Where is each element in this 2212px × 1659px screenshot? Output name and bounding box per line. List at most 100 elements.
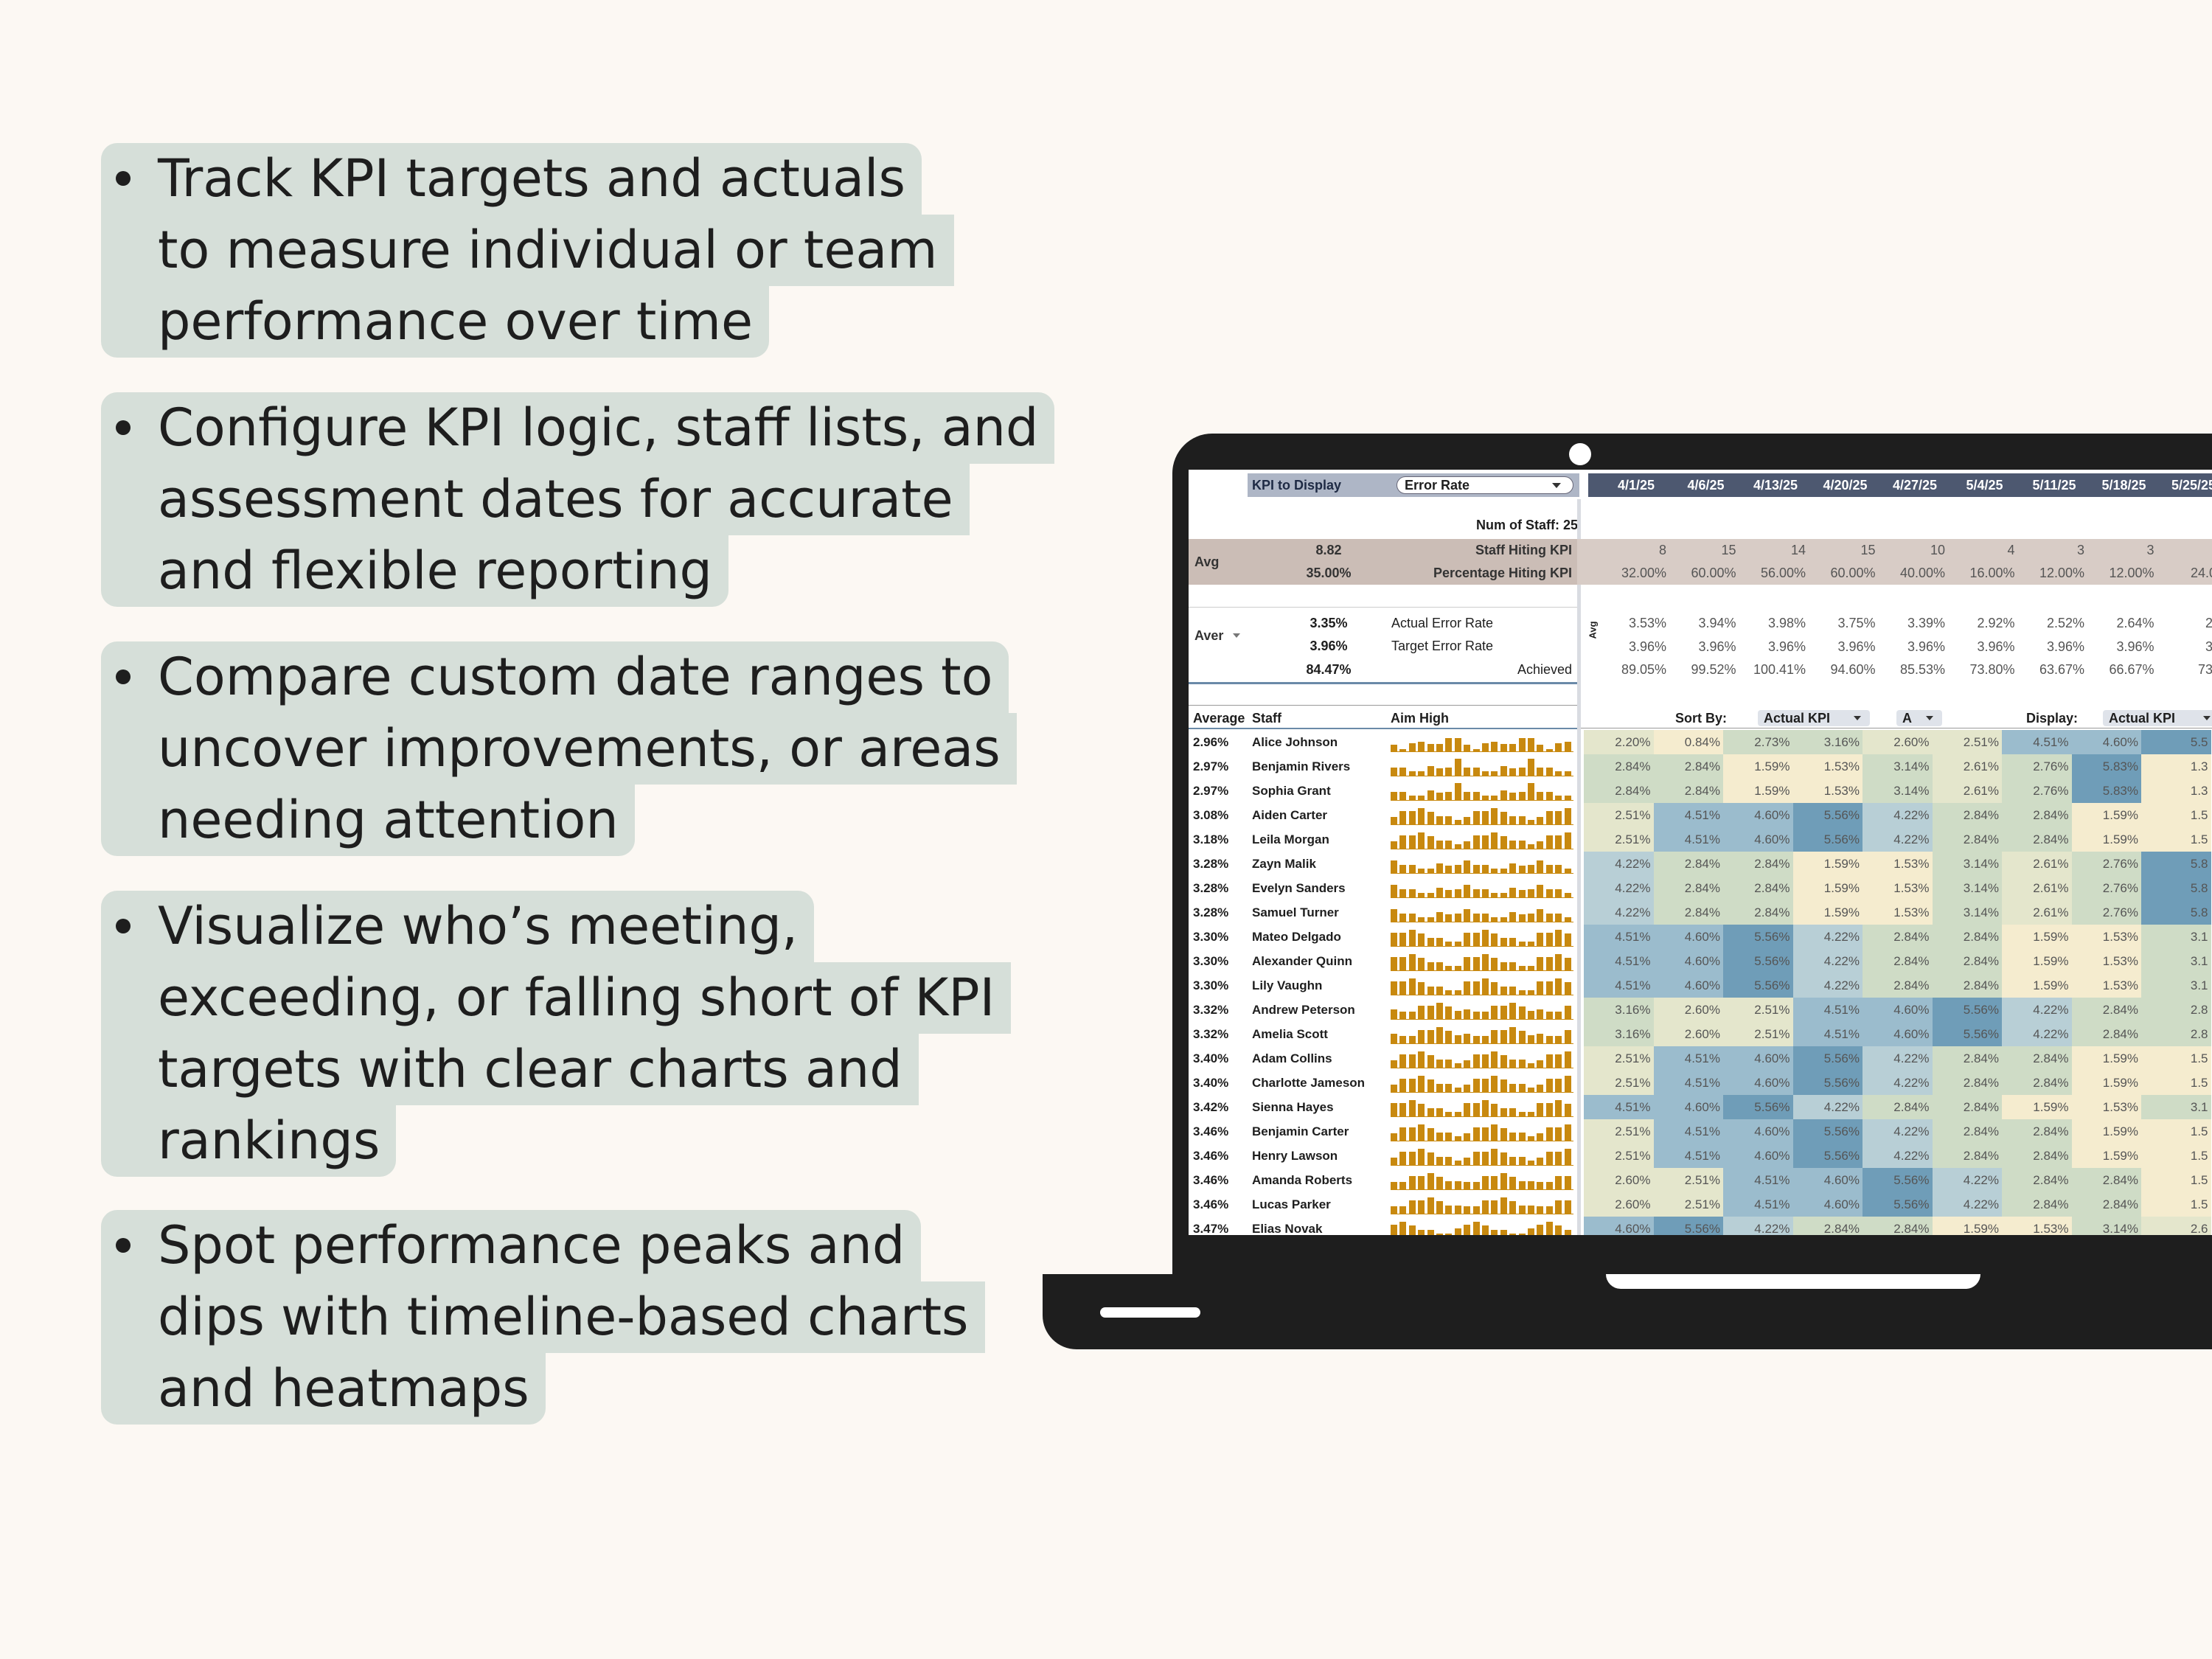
staff-name[interactable]: Alice Johnson — [1252, 735, 1338, 749]
sparkline-bar — [1454, 990, 1461, 995]
sparkline-bar — [1537, 860, 1544, 873]
sparkline-bar — [1528, 865, 1534, 873]
heatmap-cell: 5.56% — [1932, 1022, 2002, 1046]
date-header: 4/1/25 — [1617, 478, 1655, 493]
staff-name[interactable]: Benjamin Carter — [1252, 1124, 1349, 1138]
sparkline-bar — [1445, 738, 1453, 751]
sparkline-bar — [1454, 1063, 1461, 1068]
staff-name[interactable]: Evelyn Sanders — [1252, 881, 1346, 895]
sparkline-bar — [1509, 912, 1517, 922]
sparkline-bar — [1427, 1108, 1434, 1116]
sparkline-bar — [1528, 1161, 1534, 1165]
sparkline-bar — [1482, 1079, 1489, 1092]
heatmap-cell: 2.84% — [1723, 900, 1793, 925]
sparkline-bar — [1464, 1009, 1471, 1019]
staff-name[interactable]: Mateo Delgado — [1252, 930, 1341, 944]
sparkline-bar — [1537, 745, 1544, 751]
date-header: 4/13/25 — [1753, 478, 1798, 493]
heatmap-cell: 3.14% — [1932, 852, 2002, 876]
sparkline-bar — [1399, 1103, 1407, 1116]
heatmap-cell: 1.53% — [1863, 852, 1933, 876]
sparkline-bar — [1564, 832, 1571, 849]
sparkline-bar — [1528, 820, 1534, 824]
sparkline-bar — [1509, 987, 1517, 995]
sparkline-bar — [1454, 889, 1461, 897]
staff-name[interactable]: Charlotte Jameson — [1252, 1076, 1366, 1090]
heatmap-cell: 4.60% — [1723, 1071, 1793, 1095]
sparkline-bar — [1436, 1108, 1443, 1116]
heatmap-cell: 1.59% — [2002, 973, 2072, 998]
sparkline-bar — [1418, 958, 1425, 970]
staff-name[interactable]: Sienna Hayes — [1252, 1100, 1334, 1114]
staff-name[interactable]: Lucas Parker — [1252, 1197, 1331, 1211]
actual-rate-value: 2.64% — [2116, 616, 2154, 630]
sparkline-bar — [1491, 1051, 1498, 1068]
staff-header-underline — [1189, 728, 1577, 729]
sparkline-bar — [1418, 1149, 1425, 1165]
staff-name[interactable]: Zayn Malik — [1252, 857, 1316, 871]
kpi-dropdown[interactable]: Error Rate — [1397, 476, 1573, 494]
heatmap-cell: 1.59% — [1792, 876, 1863, 900]
staff-name[interactable]: Adam Collins — [1252, 1051, 1332, 1065]
sparkline-bar — [1427, 987, 1434, 995]
col-staff-header: Staff — [1252, 711, 1281, 726]
achieved-value: 100.41% — [1753, 662, 1806, 677]
sparkline-bar — [1482, 1100, 1489, 1116]
sparkline-bar — [1391, 841, 1397, 849]
staff-name[interactable]: Elias Novak — [1252, 1222, 1323, 1235]
sparkline-bar — [1537, 1009, 1544, 1019]
staff-name[interactable]: Henry Lawson — [1252, 1149, 1338, 1163]
sparkline-bar — [1472, 811, 1480, 824]
heatmap-cell: 2.84% — [1792, 1217, 1863, 1235]
staff-name[interactable]: Aiden Carter — [1252, 808, 1328, 822]
achieved-value: 63.67% — [2039, 662, 2084, 677]
sparkline-bar — [1509, 1201, 1517, 1214]
staff-name[interactable]: Benjamin Rivers — [1252, 759, 1351, 773]
staff-name[interactable]: Sophia Grant — [1252, 784, 1331, 798]
heatmap-cell: 2.84% — [1584, 779, 1654, 803]
sparkline-bar — [1464, 841, 1471, 849]
heatmap-cell: 2.8 — [2141, 1022, 2211, 1046]
sparkline-bar — [1555, 743, 1562, 751]
sparkline — [1391, 1049, 1573, 1068]
sparkline-bar — [1555, 914, 1562, 922]
heatmap-cell: 4.22% — [2002, 998, 2072, 1022]
heatmap-cell: 1.5 — [2141, 1168, 2211, 1192]
sparkline-bar — [1509, 888, 1517, 897]
staff-name[interactable]: Lily Vaughn — [1252, 978, 1323, 992]
col-average-header: Average — [1193, 711, 1245, 726]
target-rate-value: 3.96% — [1767, 639, 1806, 654]
staff-name[interactable]: Samuel Turner — [1252, 905, 1339, 919]
sparkline-bar — [1464, 885, 1471, 897]
heatmap-cell: 5.56% — [1792, 1046, 1863, 1071]
heatmap-cell: 4.51% — [1792, 998, 1863, 1022]
webcam-icon — [1569, 443, 1591, 465]
sparkline-bar — [1472, 1182, 1480, 1189]
sparkline-bar — [1427, 1173, 1434, 1189]
sparkline-bar — [1418, 1051, 1425, 1068]
staff-name[interactable]: Amanda Roberts — [1252, 1173, 1353, 1187]
chevron-down-icon — [2203, 716, 2211, 720]
staff-name[interactable]: Alexander Quinn — [1252, 954, 1353, 968]
heatmap-cell: 2.84% — [2002, 1192, 2072, 1217]
sparkline-bar — [1445, 866, 1453, 873]
sort-by-dropdown[interactable]: Actual KPI — [1758, 710, 1870, 726]
feature-item: Compare custom date ranges to uncover imp… — [101, 641, 1017, 856]
sparkline-bar — [1408, 1079, 1416, 1092]
heatmap-cell: 4.22% — [1584, 876, 1654, 900]
staff-name[interactable]: Leila Morgan — [1252, 832, 1329, 846]
display-dropdown[interactable]: Actual KPI — [2103, 710, 2212, 726]
heatmap-cell: 4.51% — [1653, 1144, 1723, 1168]
feature-text: rankings — [158, 1110, 380, 1171]
staff-name[interactable]: Amelia Scott — [1252, 1027, 1328, 1041]
sparkline-bar — [1491, 808, 1498, 824]
sparkline-bar — [1418, 1230, 1425, 1235]
sparkline-bar — [1436, 1003, 1443, 1019]
staff-name[interactable]: Andrew Peterson — [1252, 1003, 1355, 1017]
heatmap-cell: 1.59% — [1792, 852, 1863, 876]
sparkline-bar — [1464, 1206, 1471, 1214]
spreadsheet-screen[interactable]: KPI to Display Error Rate Num of Staff: … — [1189, 470, 2212, 1235]
aver-dropdown-icon[interactable] — [1233, 633, 1240, 638]
sort-order-dropdown[interactable]: A — [1896, 710, 1942, 726]
sparkline-bar — [1408, 1176, 1416, 1189]
